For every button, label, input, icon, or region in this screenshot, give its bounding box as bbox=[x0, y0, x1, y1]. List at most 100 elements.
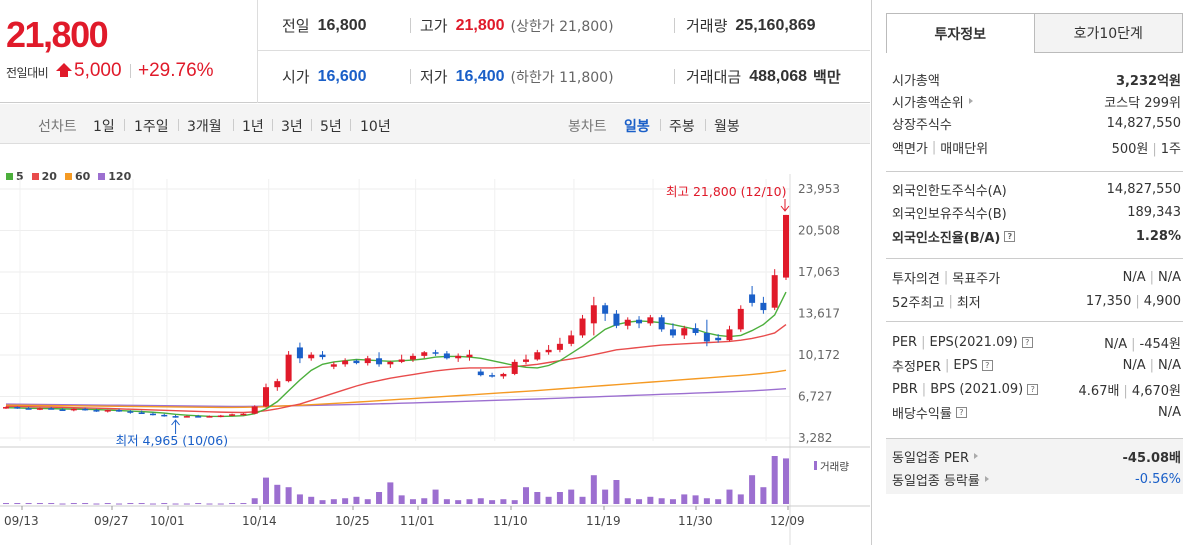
help-icon[interactable]: ? bbox=[1021, 336, 1033, 348]
candle-daily[interactable]: 일봉 bbox=[624, 119, 650, 135]
divider bbox=[410, 69, 411, 84]
info-key: 외국인한도주식수(A) bbox=[892, 180, 1007, 199]
info-key-text: 추정PER bbox=[892, 359, 942, 375]
candle-monthly[interactable]: 월봉 bbox=[714, 119, 740, 135]
info-key-text[interactable]: 동일업종 등락률 bbox=[892, 473, 980, 489]
legend-label: 60 bbox=[74, 170, 91, 183]
open-value: 16,600 bbox=[317, 67, 367, 85]
volume-bar bbox=[398, 495, 405, 504]
chevron-right-icon[interactable] bbox=[984, 476, 989, 482]
volume-bar bbox=[172, 503, 179, 505]
tab-investment-info[interactable]: 투자정보 bbox=[886, 13, 1035, 53]
candle-body bbox=[127, 411, 134, 413]
candle-body bbox=[409, 355, 416, 360]
divider bbox=[674, 69, 675, 84]
candle-body bbox=[443, 353, 450, 359]
info-row: 시가총액 3,232억원 bbox=[892, 68, 1181, 90]
volume-bar bbox=[104, 503, 111, 505]
info-key: 시가총액 bbox=[892, 70, 940, 89]
period-1y[interactable]: 1년 bbox=[242, 119, 264, 135]
candle-body bbox=[703, 332, 710, 342]
info-key-text: 액면가 bbox=[892, 141, 928, 157]
volume-bar bbox=[534, 492, 541, 504]
low-value: 16,400 bbox=[455, 67, 505, 85]
info-key-text: 상장주식수 bbox=[892, 117, 952, 133]
candle-body bbox=[489, 375, 496, 377]
info-key-text: EPS bbox=[953, 357, 978, 373]
x-tick-label: 12/09 bbox=[770, 514, 805, 528]
volume-bar bbox=[749, 475, 756, 504]
info-value-text: 14,827,550 bbox=[1106, 115, 1181, 131]
info-value: 189,343 bbox=[1127, 205, 1181, 220]
candle-body bbox=[70, 408, 77, 411]
low-label: 저가 bbox=[420, 68, 448, 86]
volume-bar bbox=[70, 503, 77, 505]
info-value-text: 17,350 bbox=[1085, 293, 1132, 309]
help-icon[interactable]: ? bbox=[981, 359, 993, 371]
amount-value: 488,068 bbox=[749, 67, 808, 85]
info-key-text[interactable]: 시가총액순위 bbox=[892, 95, 964, 111]
candle-weekly[interactable]: 주봉 bbox=[669, 119, 695, 135]
divider bbox=[886, 321, 1183, 322]
period-1w[interactable]: 1주일 bbox=[134, 119, 169, 135]
info-key-text: 목표주가 bbox=[952, 271, 1001, 287]
help-icon[interactable]: ? bbox=[1027, 383, 1039, 395]
candle-body bbox=[387, 361, 394, 365]
period-5y[interactable]: 5년 bbox=[320, 119, 342, 135]
y-tick-label: 6,727 bbox=[798, 390, 832, 404]
candle-body bbox=[398, 359, 405, 362]
candle-body bbox=[296, 347, 303, 359]
candle-body bbox=[195, 416, 202, 418]
help-icon[interactable]: ? bbox=[1004, 230, 1016, 242]
y-tick-label: 20,508 bbox=[798, 224, 840, 238]
info-value: 1.28% bbox=[1136, 229, 1181, 244]
volume-bar bbox=[25, 503, 32, 505]
chevron-right-icon[interactable] bbox=[968, 98, 973, 104]
candle-body bbox=[48, 408, 55, 410]
prev-close: 전일 16,800 bbox=[282, 0, 367, 51]
candle-body bbox=[330, 364, 337, 367]
volume-bar bbox=[523, 487, 529, 504]
divider bbox=[350, 119, 351, 131]
period-3m[interactable]: 3개월 bbox=[187, 119, 222, 135]
amount-label: 거래대금 bbox=[686, 68, 742, 86]
info-key: 외국인소진율(B/A)? bbox=[892, 227, 1016, 246]
price-chart[interactable]: 23,953 20,508 17,063 13,617 10,172 6,727 3,282… bbox=[0, 144, 870, 545]
period-3y[interactable]: 3년 bbox=[281, 119, 303, 135]
max-arrow-head bbox=[780, 205, 790, 212]
period-10y[interactable]: 10년 bbox=[360, 119, 391, 135]
volume-bar bbox=[409, 499, 416, 504]
help-icon[interactable]: ? bbox=[955, 406, 967, 418]
chevron-right-icon[interactable] bbox=[974, 453, 979, 459]
info-value-text: 3,232억원 bbox=[1115, 73, 1181, 89]
volume-legend-label: 거래량 bbox=[820, 461, 849, 473]
period-1d[interactable]: 1일 bbox=[93, 119, 115, 135]
info-key-text[interactable]: 동일업종 PER bbox=[892, 450, 970, 466]
ma-legend: 5 20 60 120 bbox=[6, 170, 131, 183]
open-price: 시가 16,600 bbox=[282, 51, 367, 102]
candle-body bbox=[783, 214, 789, 278]
sector-section-bg bbox=[886, 439, 1183, 494]
tab-order-book[interactable]: 호가10단계 bbox=[1034, 13, 1183, 53]
volume-bar bbox=[783, 458, 789, 504]
info-value-text: 500원 bbox=[1111, 141, 1149, 157]
info-key: 동일업종 PER bbox=[892, 447, 979, 466]
volume-bar bbox=[93, 503, 100, 505]
ma20-line bbox=[5, 323, 787, 414]
x-tick-label: 10/01 bbox=[150, 514, 185, 528]
volume-bar bbox=[692, 495, 699, 504]
volume-bar bbox=[443, 499, 450, 504]
candle-body bbox=[161, 414, 168, 417]
candle-body bbox=[602, 305, 609, 314]
info-key-text: 배당수익률 bbox=[892, 406, 952, 422]
info-row: 외국인소진율(B/A)? 1.28% bbox=[892, 225, 1181, 247]
volume-bar bbox=[715, 499, 722, 504]
volume-bar bbox=[613, 480, 620, 504]
legend-swatch bbox=[31, 173, 39, 180]
info-value-text: -454원 bbox=[1139, 336, 1181, 352]
info-row: 외국인한도주식수(A) 14,827,550 bbox=[892, 178, 1181, 200]
candle-body bbox=[36, 408, 43, 410]
volume-bar bbox=[82, 503, 89, 505]
volume-bar bbox=[556, 492, 563, 504]
candle-body bbox=[172, 416, 179, 418]
